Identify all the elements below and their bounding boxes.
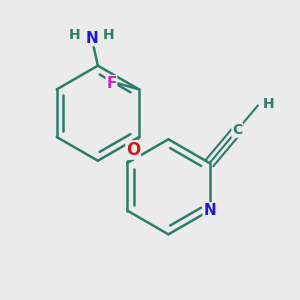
Text: O: O	[126, 141, 140, 159]
Text: H: H	[103, 28, 114, 42]
Text: N: N	[85, 31, 98, 46]
Text: N: N	[203, 203, 216, 218]
Text: H: H	[69, 28, 81, 42]
Text: C: C	[232, 123, 242, 137]
Text: F: F	[106, 76, 117, 91]
Text: H: H	[262, 97, 274, 111]
